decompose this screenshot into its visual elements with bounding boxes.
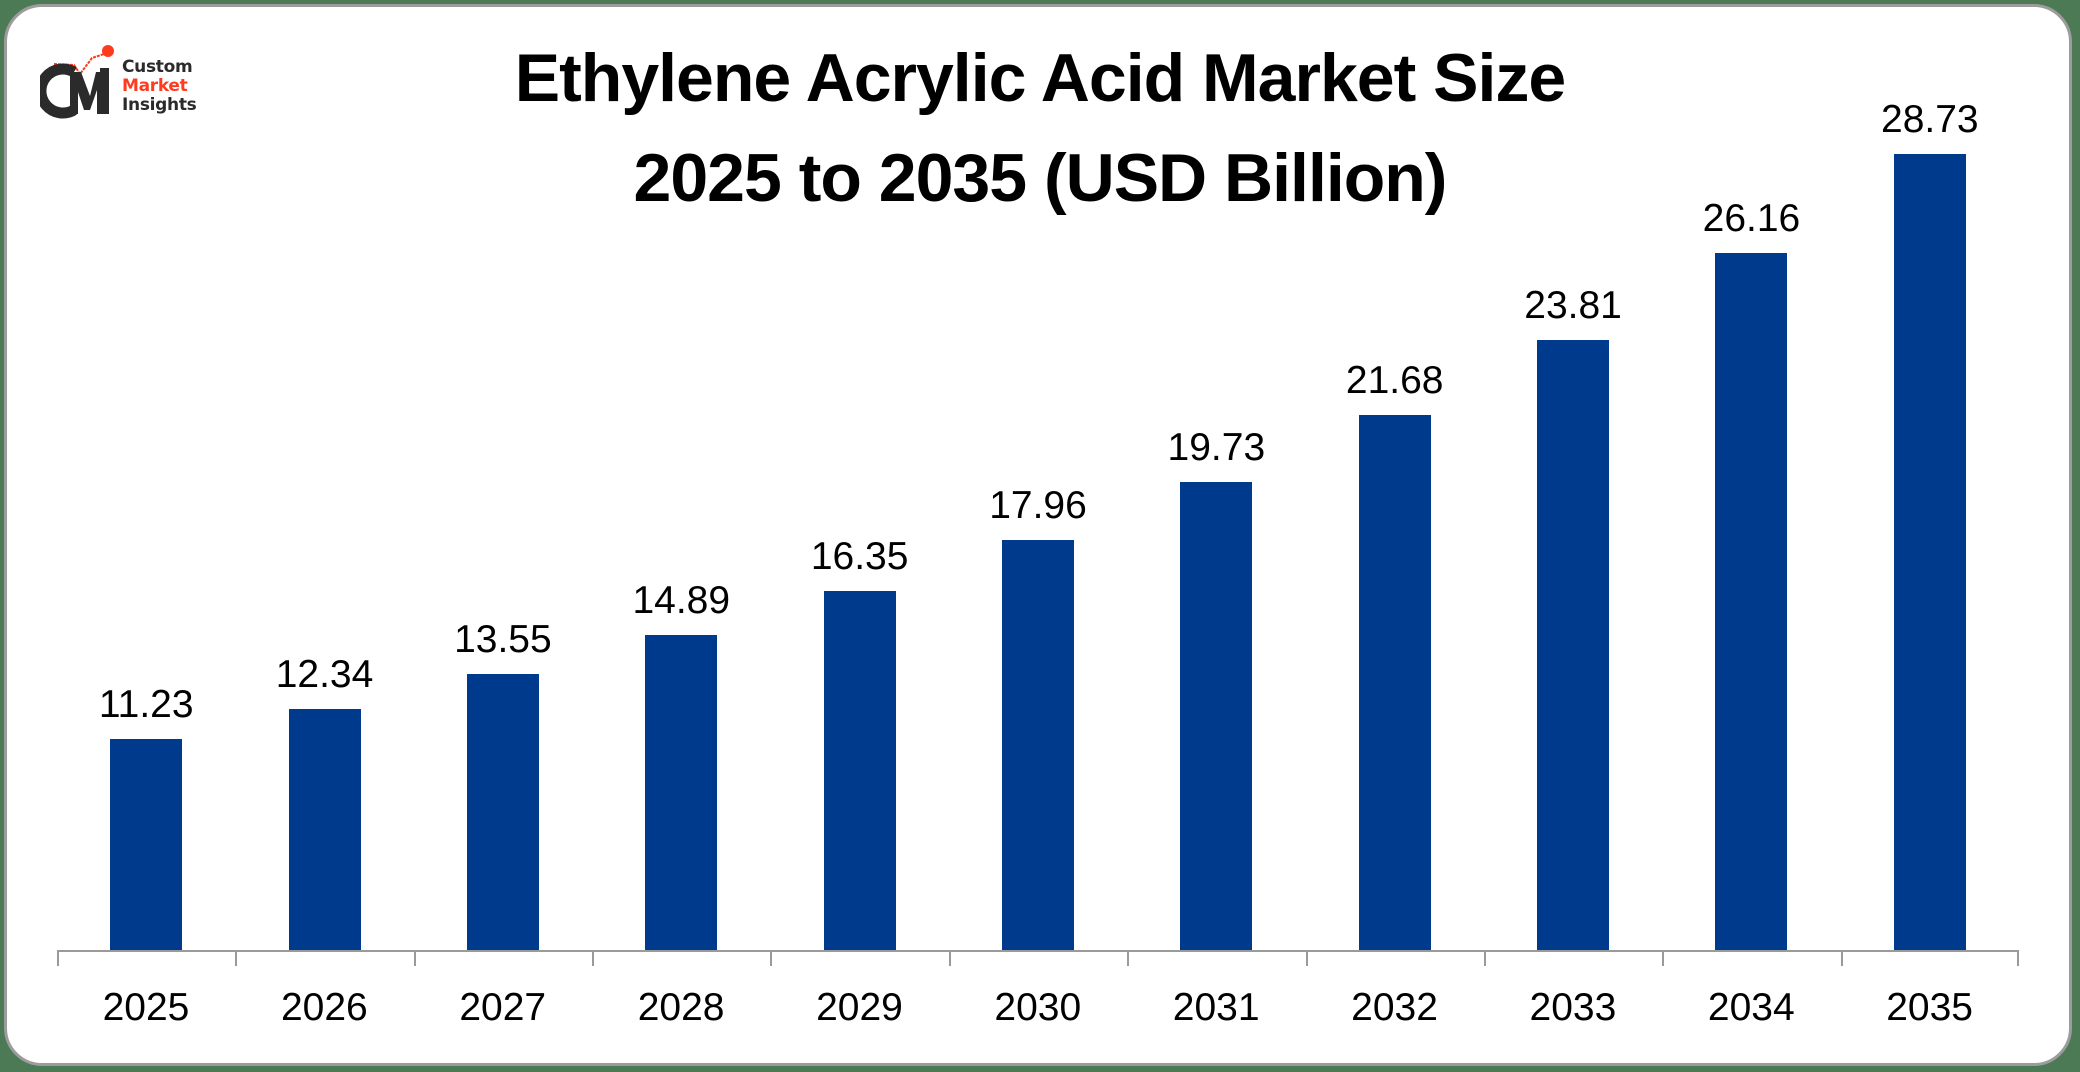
bar-2025 [110, 739, 183, 951]
chart-title-line-1: Ethylene Acrylic Acid Market Size [514, 40, 1566, 116]
bar-2030 [1002, 540, 1074, 951]
data-label-2034: 26.16 [1702, 197, 1801, 240]
data-label-2032: 21.68 [1345, 359, 1444, 402]
x-axis-label-2031: 2031 [1172, 986, 1260, 1029]
company-logo: Custom Market Insights [40, 44, 220, 120]
x-axis-label-2033: 2033 [1529, 986, 1617, 1029]
x-axis-label-2030: 2030 [994, 986, 1082, 1029]
x-axis-label-2029: 2029 [816, 986, 903, 1029]
plot-area: 11.23 12.34 13.55 14.89 16.35 17.96 19.73 21.68… [57, 98, 2019, 951]
data-label-2027: 13.55 [454, 618, 552, 661]
x-axis-tick [2017, 950, 2019, 966]
x-axis-tick [770, 950, 773, 966]
data-label-2025: 11.23 [98, 683, 194, 726]
x-axis-tick [592, 950, 595, 966]
data-label-2029: 16.35 [810, 535, 909, 578]
data-label-2030: 17.96 [989, 484, 1087, 527]
bar-2029 [823, 591, 896, 951]
chart-title-line-2: 2025 to 2035 (USD Billion) [633, 140, 1448, 216]
x-axis-line [57, 950, 2019, 952]
cmi-logo-icon [40, 45, 114, 119]
data-label-2026: 12.34 [275, 653, 374, 696]
bar-2032 [1358, 415, 1431, 951]
x-axis-label-2027: 2027 [459, 986, 547, 1029]
bar-2035 [1893, 154, 1966, 951]
x-axis-label-2035: 2035 [1886, 986, 1973, 1029]
bar-2028 [645, 635, 718, 951]
bar-2034 [1715, 253, 1788, 951]
x-axis-tick [1662, 950, 1665, 966]
chart-title: Ethylene Acrylic Acid Market Size 2025 t… [0, 28, 2080, 228]
x-axis-tick [1483, 950, 1486, 966]
bar-2033 [1537, 340, 1610, 951]
bar-2026 [288, 709, 361, 951]
x-axis-tick [1127, 950, 1130, 966]
bar-2027 [466, 674, 539, 951]
x-axis-tick [235, 950, 238, 966]
data-label-2028: 14.89 [632, 579, 731, 622]
x-axis-label-2028: 2028 [637, 986, 725, 1029]
data-label-2033: 23.81 [1524, 284, 1622, 327]
logo-line-insights: Insights [122, 95, 197, 115]
x-axis-tick [57, 950, 59, 966]
x-axis-label-2026: 2026 [280, 986, 368, 1029]
x-axis-tick [948, 950, 951, 966]
logo-text: Custom Market Insights [122, 58, 197, 115]
bar-2031 [1180, 482, 1253, 951]
data-label-2035: 28.73 [1881, 98, 1979, 141]
x-axis-label-2032: 2032 [1351, 986, 1438, 1029]
logo-line-custom: Custom [122, 57, 193, 77]
x-axis-tick [1305, 950, 1308, 966]
x-axis-label-2025: 2025 [102, 986, 190, 1029]
logo-line-market: Market [122, 76, 188, 96]
data-label-2031: 19.73 [1167, 426, 1266, 469]
x-axis-tick [1840, 950, 1843, 966]
x-axis-tick [413, 950, 416, 966]
x-axis-label-2034: 2034 [1707, 986, 1795, 1029]
